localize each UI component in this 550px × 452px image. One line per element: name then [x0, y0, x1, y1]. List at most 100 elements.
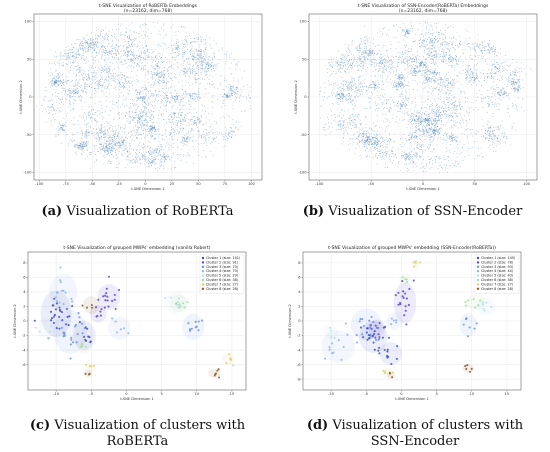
a-point	[157, 149, 159, 151]
a-point	[200, 134, 202, 136]
a-point	[131, 59, 133, 61]
b-point	[444, 54, 446, 56]
a-point	[132, 57, 134, 59]
a-point	[101, 132, 103, 134]
a-point	[204, 53, 206, 55]
a-point	[90, 106, 92, 108]
a-point	[160, 60, 162, 62]
a-point	[95, 67, 96, 69]
a-point	[222, 133, 224, 135]
a-point	[104, 52, 106, 54]
a-point	[229, 83, 231, 85]
a-point	[148, 52, 150, 54]
b-point	[399, 80, 401, 82]
a-point	[154, 63, 156, 65]
a-point	[58, 84, 60, 86]
a-point	[159, 79, 161, 81]
a-point	[173, 129, 174, 131]
a-point	[177, 130, 178, 132]
a-point	[182, 89, 183, 91]
a-point	[170, 157, 172, 159]
b-point	[457, 147, 459, 149]
a-point	[215, 74, 217, 76]
a-point	[144, 88, 146, 90]
a-point	[201, 36, 203, 38]
a-point	[98, 50, 100, 52]
a-point	[188, 131, 190, 133]
a-point	[248, 95, 250, 96]
a-point	[185, 120, 187, 122]
a-point	[232, 129, 234, 131]
a-point	[197, 58, 199, 59]
a-point	[201, 53, 203, 55]
a-point	[120, 25, 122, 27]
a-point	[196, 96, 198, 98]
a-point	[173, 112, 175, 114]
a-point	[100, 35, 102, 37]
a-point	[111, 29, 113, 31]
b-point	[322, 126, 324, 128]
a-point	[151, 158, 153, 160]
a-point	[143, 157, 145, 159]
a-point	[195, 78, 197, 80]
a-point	[125, 99, 127, 101]
a-point	[103, 58, 105, 60]
a-point	[182, 85, 184, 87]
a-point	[127, 155, 129, 156]
b-point	[508, 66, 510, 68]
a-point	[174, 130, 176, 132]
a-point	[109, 147, 111, 149]
a-point	[134, 31, 136, 33]
b-point	[485, 61, 487, 63]
a-point	[211, 69, 213, 71]
a-point	[94, 119, 95, 121]
a-point	[105, 129, 107, 131]
a-point	[128, 34, 130, 36]
b-point	[382, 113, 384, 115]
a-point	[169, 135, 170, 137]
a-point	[103, 126, 105, 128]
a-point	[177, 97, 179, 99]
a-point	[150, 125, 151, 127]
a-point	[129, 83, 131, 84]
a-point	[181, 97, 183, 99]
a-point	[149, 111, 151, 113]
a-point	[161, 81, 163, 83]
a-point	[107, 76, 109, 78]
a-point	[141, 154, 143, 156]
a-point	[185, 155, 187, 157]
a-point	[186, 70, 188, 72]
a-point	[242, 89, 244, 91]
a-point	[153, 152, 155, 154]
b-point	[344, 54, 346, 56]
a-point	[183, 44, 185, 46]
a-point	[159, 67, 161, 69]
a-point	[125, 31, 127, 33]
b-point	[482, 107, 484, 108]
a-point	[128, 50, 130, 52]
a-point	[114, 140, 116, 142]
a-point	[192, 67, 193, 69]
b-point	[445, 110, 447, 112]
a-point	[192, 68, 194, 70]
a-point	[126, 67, 128, 69]
a-point	[108, 128, 110, 130]
a-point	[191, 136, 193, 138]
a-point	[117, 66, 119, 68]
a-point	[170, 72, 172, 74]
a-point	[122, 137, 124, 139]
a-point	[160, 165, 162, 167]
a-point	[52, 99, 54, 101]
a-point	[73, 58, 75, 60]
a-point	[136, 46, 138, 48]
a-point	[164, 92, 166, 94]
a-point	[172, 142, 174, 144]
a-point	[89, 131, 91, 133]
a-point	[156, 65, 158, 67]
a-point	[48, 99, 50, 101]
a-point	[73, 124, 75, 126]
a-point	[178, 121, 180, 122]
a-point	[77, 90, 79, 91]
a-point	[91, 32, 93, 34]
a-point	[143, 146, 145, 148]
